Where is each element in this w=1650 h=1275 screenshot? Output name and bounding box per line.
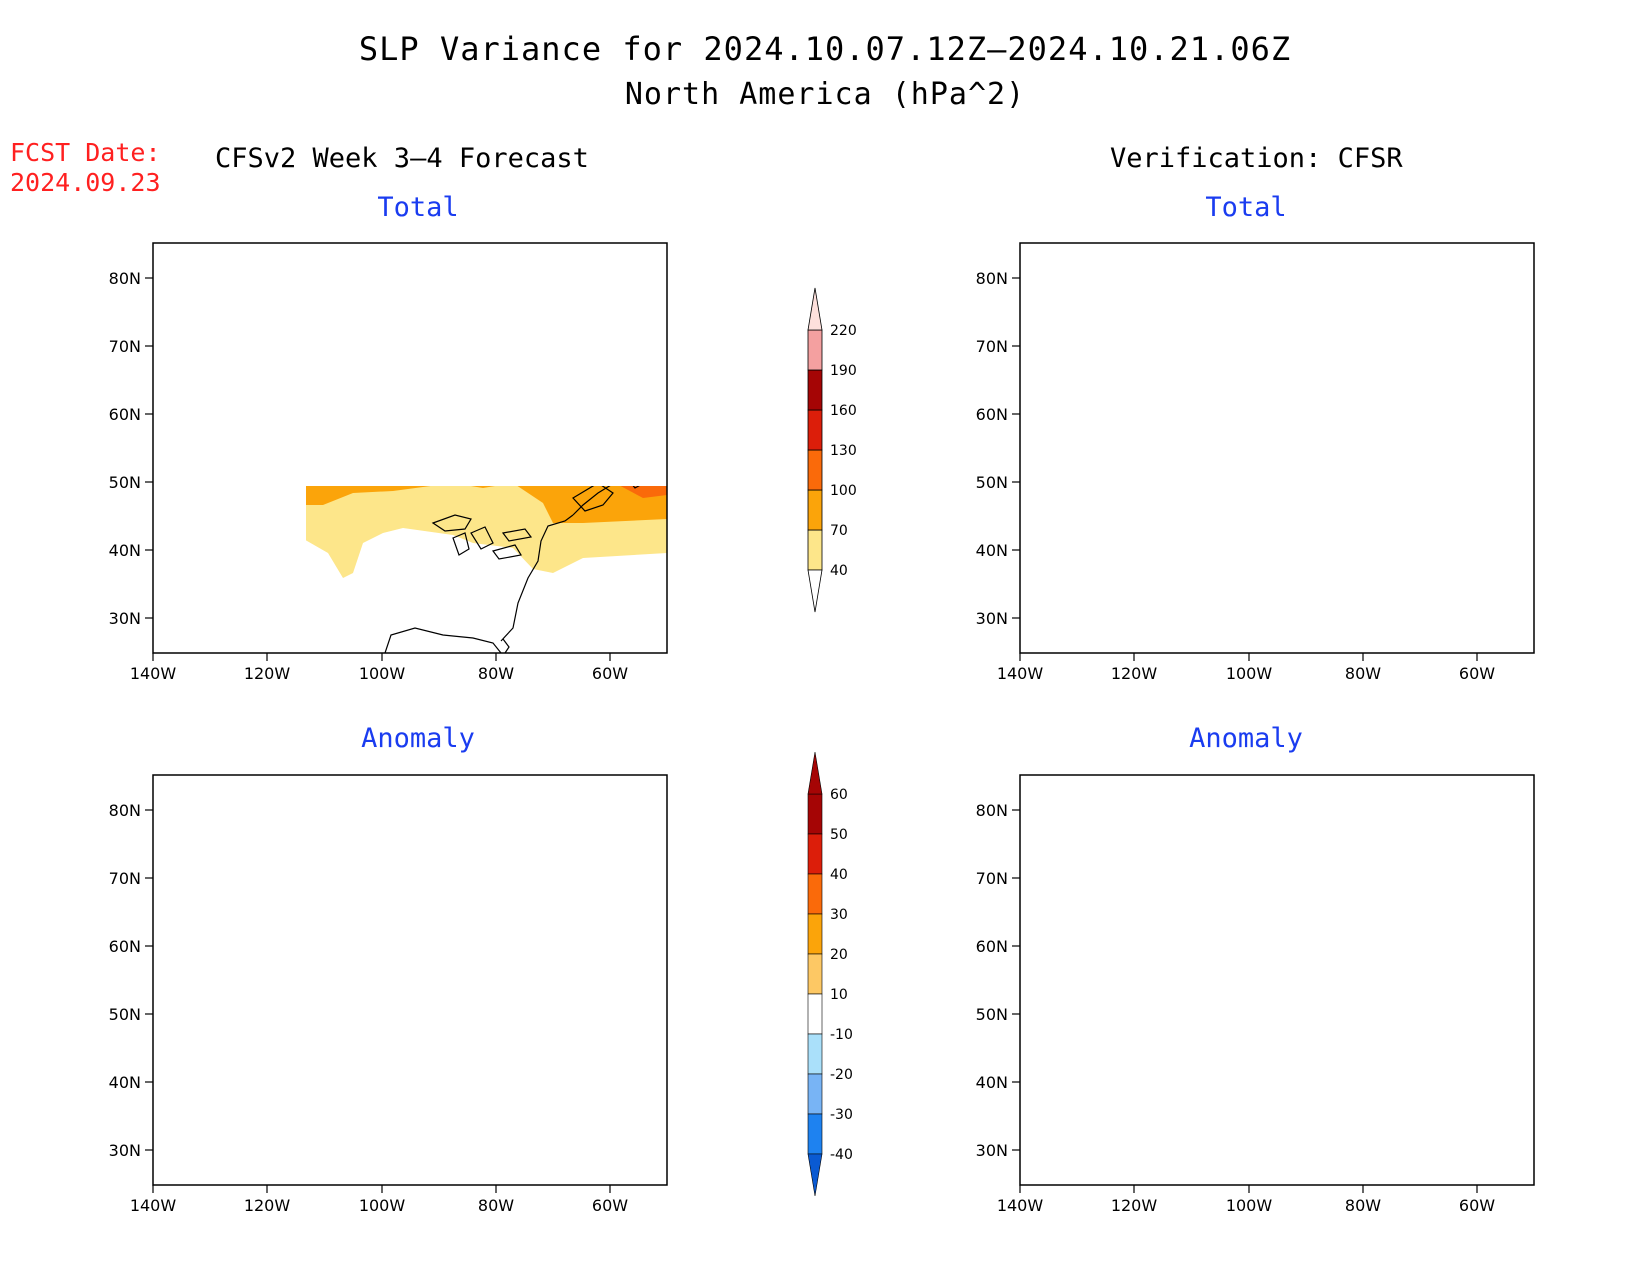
lon-tick-label: 120W [244,664,291,683]
colorbar-anomaly-segment [807,1113,823,1155]
panel-title-verification-total: Total [1205,192,1287,223]
map-verification-total [1019,242,1535,654]
lat-tick-label: 80N [976,801,1008,820]
colorbar-anomaly-label: -20 [830,1067,853,1083]
lon-tick-label: 140W [130,664,177,683]
lon-tick-label: 60W [592,664,628,683]
lat-tick-label: 40N [109,541,141,560]
colorbar-total-label: 40 [830,563,848,579]
colorbar-total-segment [807,489,823,531]
verification-column-header: Verification: CFSR [1110,143,1403,174]
colorbar-total-segment [807,529,823,571]
fcst-date-label: FCST Date: [10,138,161,167]
lat-tick-label: 30N [109,609,141,628]
colorbar-anomaly-label: 10 [830,987,848,1003]
lat-tick-label: 60N [976,937,1008,956]
colorbar-anomaly-label: -30 [830,1107,853,1123]
colorbar-total-label: 100 [830,483,857,499]
lon-tick-label: 120W [1111,1196,1158,1215]
colorbar-anomaly-segment [807,1033,823,1075]
lat-tick-label: 70N [976,337,1008,356]
lon-tick-label: 80W [478,664,514,683]
lon-tick-label: 80W [1345,664,1381,683]
lon-tick-label: 100W [1226,1196,1273,1215]
lat-tick-label: 80N [109,269,141,288]
colorbar-anomaly-label: -10 [830,1027,853,1043]
lat-tick-label: 80N [109,801,141,820]
forecast-column-header: CFSv2 Week 3—4 Forecast [215,143,589,174]
colorbar-anomaly-segment [807,953,823,995]
lon-tick-label: 60W [592,1196,628,1215]
colorbar-anomaly-label: 60 [830,787,848,803]
lon-tick-label: 100W [359,1196,406,1215]
figure-title: SLP Variance for 2024.10.07.12Z—2024.10.… [358,30,1292,68]
panel-title-verification-anomaly: Anomaly [1189,723,1303,754]
lon-tick-label: 60W [1459,1196,1495,1215]
colorbar-anomaly: 60 50 40 30 20 10 -10 -20 -30 -40 [807,751,853,1197]
lon-tick-label: 100W [1226,664,1273,683]
colorbar-anomaly-label: 20 [830,947,848,963]
lat-tick-label: 50N [109,1005,141,1024]
colorbar-total: 40 70 100 130 160 190 220 [807,287,857,613]
lat-tick-label: 30N [109,1141,141,1160]
colorbar-total-segment [807,409,823,451]
colorbar-anomaly-label: 40 [830,867,848,883]
colorbar-total-top-arrow [807,287,823,331]
map-verification-anomaly [1019,774,1535,1186]
colorbar-total-label: 190 [830,363,857,379]
colorbar-anomaly-label: 30 [830,907,848,923]
colorbar-anomaly-segment [807,993,823,1035]
lon-tick-label: 140W [997,1196,1044,1215]
colorbar-total-label: 70 [830,523,848,539]
lat-tick-label: 70N [109,869,141,888]
lat-tick-label: 70N [109,337,141,356]
lon-tick-label: 120W [1111,664,1158,683]
panel-title-forecast-total: Total [377,192,459,223]
lon-tick-label: 120W [244,1196,291,1215]
colorbar-anomaly-segment [807,913,823,955]
lon-tick-label: 140W [130,1196,177,1215]
lat-tick-label: 60N [976,405,1008,424]
lat-tick-label: 70N [976,869,1008,888]
lon-tick-label: 100W [359,664,406,683]
lat-tick-label: 50N [976,473,1008,492]
axes-layer: 80N 70N 60N 50N 40N 30N 140W 120W 100W 80W 60W 80N 7… [109,269,1496,1215]
colorbar-anomaly-segment [807,873,823,915]
lat-tick-label: 40N [109,1073,141,1092]
lat-tick-label: 30N [976,609,1008,628]
colorbar-anomaly-label: -40 [830,1147,853,1163]
lat-tick-label: 40N [976,1073,1008,1092]
lon-tick-label: 80W [1345,1196,1381,1215]
map-forecast-total [152,242,668,654]
lat-tick-label: 50N [976,1005,1008,1024]
colorbar-anomaly-segment [807,1073,823,1115]
lon-tick-label: 140W [997,664,1044,683]
colorbar-total-segment [807,369,823,411]
fcst-date-value: 2024.09.23 [10,168,161,197]
lat-tick-label: 50N [109,473,141,492]
colorbar-anomaly-label: 50 [830,827,848,843]
colorbar-total-segment [807,329,823,371]
colorbar-total-bottom-arrow [807,569,823,613]
lon-tick-label: 60W [1459,664,1495,683]
colorbar-total-segment [807,449,823,491]
colorbar-anomaly-segment [807,793,823,835]
map-forecast-anomaly [152,774,668,1186]
lat-tick-label: 30N [976,1141,1008,1160]
colorbar-anomaly-top-arrow [807,751,823,795]
figure-subtitle: North America (hPa^2) [624,77,1026,112]
colorbar-total-label: 160 [830,403,857,419]
lat-tick-label: 40N [976,541,1008,560]
colorbar-anomaly-bottom-arrow [807,1153,823,1197]
colorbar-total-label: 130 [830,443,857,459]
colorbar-total-label: 220 [830,323,857,339]
lat-tick-label: 60N [109,405,141,424]
lon-tick-label: 80W [478,1196,514,1215]
lat-tick-label: 80N [976,269,1008,288]
lat-tick-label: 60N [109,937,141,956]
colorbar-anomaly-segment [807,833,823,875]
panel-title-forecast-anomaly: Anomaly [361,723,475,754]
